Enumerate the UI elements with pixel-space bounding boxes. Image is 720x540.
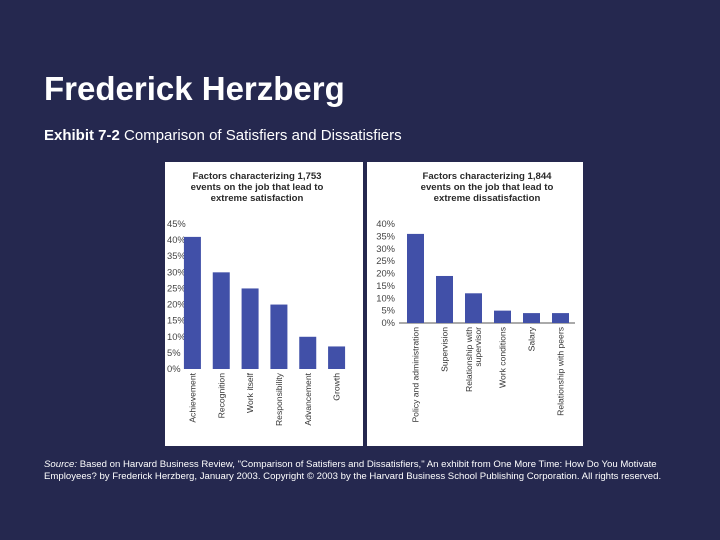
exhibit-figure: Factors characterizing 1,753 events on th…: [165, 162, 583, 446]
chart-title-satisfaction-line: extreme satisfaction: [211, 193, 304, 204]
chart-title-satisfaction-line: events on the job that lead to: [191, 182, 324, 193]
exhibit-caption: Exhibit 7-2 Comparison of Satisfiers and…: [44, 127, 402, 144]
y-tick-label-satisfaction: 0%: [167, 363, 181, 374]
y-tick-label-satisfaction: 10%: [167, 331, 186, 342]
bar-dissatisfaction-2: [465, 293, 482, 323]
y-tick-label-dissatisfaction: 15%: [376, 280, 395, 291]
y-tick-label-satisfaction: 35%: [167, 250, 186, 261]
category-label-satisfaction: Achievement: [187, 372, 197, 422]
category-label-dissatisfaction: Policy and administration: [411, 327, 421, 423]
exhibit-number: Exhibit 7-2: [44, 127, 120, 144]
category-label-dissatisfaction: Relationship with: [464, 327, 474, 392]
category-label-satisfaction: Work itself: [245, 372, 255, 413]
bar-dissatisfaction-5: [552, 313, 569, 323]
chart-title-dissatisfaction-line: events on the job that lead to: [421, 182, 554, 193]
bar-satisfaction-4: [299, 336, 317, 369]
y-tick-label-dissatisfaction: 10%: [376, 292, 395, 303]
y-tick-label-dissatisfaction: 20%: [376, 268, 395, 279]
bar-satisfaction-1: [212, 272, 230, 369]
bar-satisfaction-0: [183, 236, 201, 369]
category-label-satisfaction: Responsibility: [274, 372, 284, 426]
y-tick-label-satisfaction: 5%: [167, 347, 181, 358]
y-tick-label-dissatisfaction: 40%: [376, 218, 395, 229]
bar-satisfaction-2: [241, 288, 259, 369]
category-label-dissatisfaction: Supervision: [440, 327, 450, 372]
y-tick-label-satisfaction: 20%: [167, 299, 186, 310]
y-tick-label-dissatisfaction: 0%: [381, 317, 395, 328]
y-tick-label-dissatisfaction: 35%: [376, 230, 395, 241]
y-tick-label-satisfaction: 25%: [167, 282, 186, 293]
bar-dissatisfaction-3: [494, 310, 511, 323]
bar-dissatisfaction-0: [407, 233, 424, 323]
category-label-dissatisfaction: Work conditions: [498, 327, 508, 388]
source-label: Source:: [44, 459, 78, 470]
category-label-satisfaction: Advancement: [303, 372, 313, 425]
y-tick-label-dissatisfaction: 25%: [376, 255, 395, 266]
category-label-dissatisfaction: Salary: [527, 326, 537, 351]
bar-satisfaction-5: [328, 346, 346, 369]
y-tick-label-satisfaction: 45%: [167, 218, 186, 229]
y-tick-label-dissatisfaction: 5%: [381, 305, 395, 316]
y-tick-label-dissatisfaction: 30%: [376, 243, 395, 254]
exhibit-title: Comparison of Satisfiers and Dissatisfie…: [124, 127, 402, 144]
chart-title-dissatisfaction-line: extreme dissatisfaction: [434, 193, 541, 204]
y-tick-label-satisfaction: 15%: [167, 315, 186, 326]
category-label-dissatisfaction: Relationship with peers: [556, 327, 566, 416]
source-note: Source: Based on Harvard Business Review…: [44, 459, 674, 482]
bar-dissatisfaction-4: [523, 313, 540, 323]
category-label-dissatisfaction: supervisor: [473, 327, 483, 367]
chart-title-satisfaction-line: Factors characterizing 1,753: [192, 171, 321, 182]
category-label-satisfaction: Growth: [332, 373, 342, 401]
y-tick-label-satisfaction: 30%: [167, 266, 186, 277]
bar-satisfaction-3: [270, 304, 288, 369]
source-text: Based on Harvard Business Review, "Compa…: [44, 459, 662, 482]
bar-dissatisfaction-1: [436, 275, 453, 323]
slide-title: Frederick Herzberg: [44, 70, 345, 107]
y-tick-label-satisfaction: 40%: [167, 234, 186, 245]
category-label-satisfaction: Recognition: [216, 373, 226, 419]
chart-title-dissatisfaction-line: Factors characterizing 1,844: [422, 171, 552, 182]
